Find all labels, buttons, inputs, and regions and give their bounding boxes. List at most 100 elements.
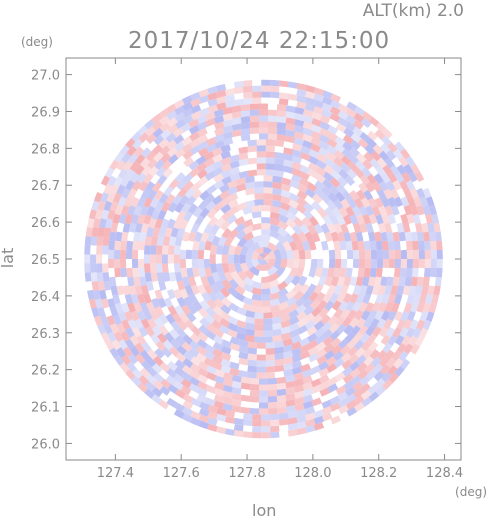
radar-cell (183, 296, 193, 308)
radar-cell (129, 346, 140, 357)
radar-cell (321, 102, 333, 112)
radar-cell (198, 361, 209, 371)
radar-cell (346, 101, 358, 112)
radar-cell (229, 342, 240, 352)
radar-cell (152, 379, 164, 391)
radar-cell (331, 163, 343, 174)
radar-cell (327, 383, 339, 393)
radar-cell (112, 294, 121, 305)
radar-cell (170, 320, 181, 332)
radar-cell (227, 254, 234, 264)
radar-cell (146, 301, 156, 313)
radar-cell (360, 309, 371, 321)
radar-cell (306, 325, 318, 336)
radar-cell (413, 196, 423, 208)
radar-cell (97, 200, 106, 212)
radar-cell (271, 310, 282, 319)
radar-cell (149, 245, 157, 255)
radar-cell (263, 187, 273, 194)
radar-cell (333, 267, 341, 278)
radar-cell (144, 119, 155, 130)
radar-cell (221, 254, 228, 264)
radar-cell (236, 319, 247, 329)
radar-cell (128, 222, 137, 233)
radar-cell (412, 327, 422, 339)
radar-cell (199, 401, 210, 411)
radar-cell (182, 101, 193, 112)
radar-cell (398, 276, 406, 287)
radar-cell (291, 143, 303, 152)
radar-cell (419, 311, 429, 322)
radar-cell (238, 339, 249, 348)
radar-cell (263, 253, 268, 259)
radar-cell (170, 227, 179, 238)
radar-cell (181, 231, 191, 242)
radar-cell (138, 375, 150, 386)
radar-cell (337, 391, 349, 402)
radar-cell (213, 115, 225, 124)
radar-cell (151, 181, 162, 193)
radar-cell (247, 341, 258, 349)
radar-cell (208, 291, 219, 303)
radar-cell (360, 117, 372, 129)
radar-cell (355, 276, 364, 287)
radar-cell (90, 272, 98, 282)
radar-cell (136, 172, 147, 184)
radar-cell (311, 306, 322, 318)
radar-cell (382, 164, 393, 176)
radar-cell (345, 393, 357, 404)
radar-cell (314, 267, 323, 278)
radar-cell (398, 231, 406, 242)
x-axis-unit: (deg) (455, 485, 487, 499)
radar-cell (240, 376, 251, 384)
radar-cell (306, 182, 318, 193)
radar-cell (231, 111, 242, 119)
radar-cell (207, 423, 218, 432)
radar-cell (261, 420, 271, 427)
radar-cell (238, 351, 249, 360)
radar-cell (180, 385, 192, 396)
radar-cell (206, 299, 217, 310)
radar-cell (329, 214, 339, 226)
radar-cell (321, 185, 332, 197)
radar-cell (102, 236, 110, 246)
radar-cell (200, 275, 210, 287)
radar-cell (295, 304, 307, 315)
radar-cell (302, 400, 314, 409)
radar-cell (422, 187, 432, 199)
radar-cell (189, 131, 200, 142)
radar-cell (234, 216, 246, 226)
radar-cell (96, 254, 103, 264)
radar-cell (190, 91, 201, 101)
radar-cell (84, 245, 91, 255)
radar-cell (340, 223, 349, 234)
radar-cell (285, 111, 296, 119)
radar-cell (422, 302, 431, 314)
radar-cell (244, 175, 255, 184)
radar-cell (122, 222, 131, 233)
radar-cell (222, 119, 233, 128)
radar-cell (254, 330, 264, 337)
radar-cell (109, 323, 120, 334)
radar-cell (337, 116, 349, 127)
radar-cell (333, 156, 344, 168)
radar-cell (369, 158, 380, 170)
radar-cell (302, 369, 313, 378)
radar-cell (263, 175, 273, 182)
radar-cell (323, 343, 335, 354)
radar-cell (243, 276, 254, 287)
radar-cell (370, 356, 382, 368)
radar-cell (267, 407, 278, 415)
radar-cell (196, 345, 208, 356)
radar-cell (352, 381, 364, 392)
radar-cell (342, 190, 353, 202)
radar-cell (258, 103, 269, 110)
radar-cell (291, 341, 302, 350)
radar-cell (352, 249, 360, 259)
radar-cell (261, 276, 271, 283)
radar-cell (403, 343, 414, 355)
radar-cell (361, 396, 373, 408)
radar-cell (256, 372, 266, 379)
radar-cell (100, 192, 110, 203)
radar-cell (158, 324, 169, 336)
